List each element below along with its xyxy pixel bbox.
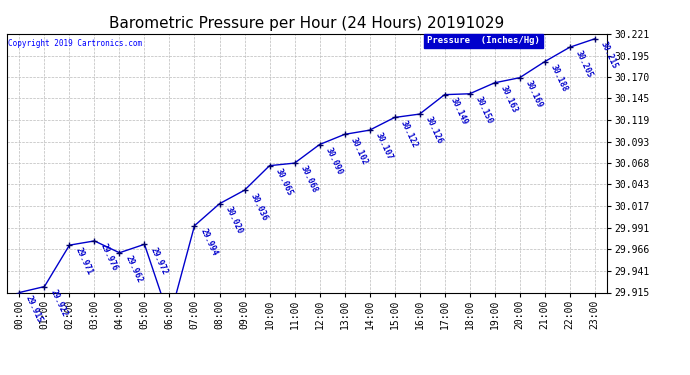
Text: 29.976: 29.976 <box>99 242 119 273</box>
Text: 30.150: 30.150 <box>474 95 494 126</box>
Text: 30.107: 30.107 <box>374 132 394 162</box>
Text: 30.036: 30.036 <box>248 192 269 222</box>
Text: Pressure  (Inches/Hg): Pressure (Inches/Hg) <box>427 36 540 45</box>
Text: 29.915: 29.915 <box>23 294 44 324</box>
Text: 30.163: 30.163 <box>499 84 520 114</box>
Text: 30.169: 30.169 <box>524 79 544 110</box>
Text: 29.962: 29.962 <box>124 254 144 285</box>
Text: Copyright 2019 Cartronics.com: Copyright 2019 Cartronics.com <box>8 39 142 48</box>
Text: 30.188: 30.188 <box>549 63 569 93</box>
Title: Barometric Pressure per Hour (24 Hours) 20191029: Barometric Pressure per Hour (24 Hours) … <box>110 16 504 31</box>
Text: 30.205: 30.205 <box>574 49 594 79</box>
Text: 29.971: 29.971 <box>74 246 94 277</box>
Text: 30.215: 30.215 <box>599 40 620 70</box>
Text: 30.122: 30.122 <box>399 119 420 149</box>
Text: 30.126: 30.126 <box>424 116 444 146</box>
Text: 30.065: 30.065 <box>274 167 294 197</box>
Text: 29.922: 29.922 <box>48 288 69 318</box>
Text: 30.068: 30.068 <box>299 165 319 195</box>
Text: 29.972: 29.972 <box>148 246 169 276</box>
Text: 30.149: 30.149 <box>448 96 469 126</box>
Text: 30.020: 30.020 <box>224 205 244 236</box>
Text: 30.102: 30.102 <box>348 136 369 166</box>
Text: 30.090: 30.090 <box>324 146 344 176</box>
Text: 29.994: 29.994 <box>199 227 219 257</box>
Text: 29.884: 29.884 <box>0 374 1 375</box>
